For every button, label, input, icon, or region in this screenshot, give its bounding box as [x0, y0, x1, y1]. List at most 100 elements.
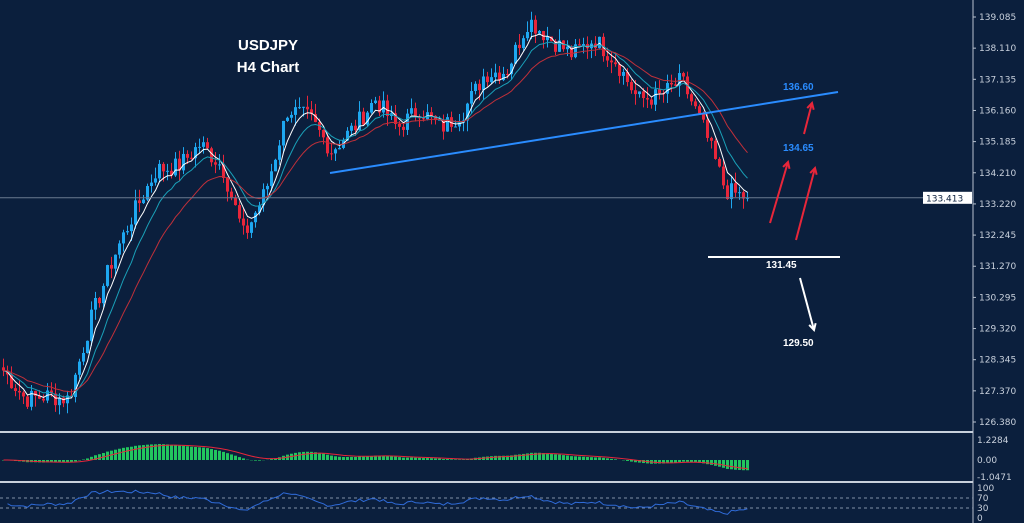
candle-body	[742, 192, 745, 199]
macd-bar	[178, 445, 181, 460]
macd-bar	[138, 445, 141, 460]
candle-body	[22, 392, 25, 397]
candle-body	[734, 183, 737, 193]
candle-body	[638, 91, 641, 95]
candle-body	[370, 103, 373, 113]
macd-bar	[466, 459, 469, 460]
macd-bar	[154, 444, 157, 460]
candle-body	[138, 200, 141, 204]
candle-body	[134, 200, 137, 225]
macd-bar	[726, 460, 729, 469]
macd-bar	[74, 460, 77, 462]
macd-bar	[418, 457, 421, 460]
y-tick-label: 137.135	[979, 75, 1016, 85]
macd-bar	[298, 452, 301, 460]
candle-body	[298, 107, 301, 109]
candle-body	[482, 76, 485, 91]
macd-bar	[658, 460, 661, 464]
macd-bar	[718, 460, 721, 467]
macd-bar	[62, 460, 65, 463]
candle-body	[14, 388, 17, 391]
candle-body	[630, 82, 633, 91]
candle-body	[566, 46, 569, 50]
candle-body	[422, 118, 425, 120]
candle-body	[202, 142, 205, 147]
candle-body	[242, 218, 245, 226]
candle-body	[326, 137, 329, 154]
macd-bar	[666, 460, 669, 464]
macd-bar	[550, 453, 553, 460]
candle-body	[610, 60, 613, 63]
resistance-label: 136.60	[783, 82, 814, 93]
macd-bar	[434, 458, 437, 460]
candle-body	[582, 44, 585, 46]
candle-body	[654, 89, 657, 105]
candle-body	[530, 19, 533, 32]
candle-body	[154, 178, 157, 183]
candle-body	[294, 107, 297, 115]
candle-body	[678, 73, 681, 86]
candle-body	[574, 44, 577, 58]
macd-bar	[350, 456, 353, 460]
macd-bar	[218, 450, 221, 460]
macd-bar	[46, 460, 49, 463]
macd-bar	[142, 445, 145, 460]
macd-bar	[346, 457, 349, 460]
candle-body	[2, 367, 5, 371]
macd-bar	[734, 460, 737, 470]
macd-bar	[514, 454, 517, 460]
current-price-tag	[923, 191, 972, 204]
macd-bar	[126, 447, 129, 460]
y-tick-label: 134.210	[979, 169, 1016, 179]
macd-bar	[198, 447, 201, 460]
down-arrow-head	[808, 322, 817, 333]
candle-body	[270, 171, 273, 186]
candle-body	[110, 265, 113, 269]
macd-bar	[446, 459, 449, 460]
candle-body	[570, 46, 573, 58]
candle-body	[122, 232, 125, 244]
macd-bar	[746, 460, 749, 471]
macd-bar	[314, 452, 317, 460]
macd-bar	[94, 455, 97, 460]
macd-bar	[518, 454, 521, 460]
macd-bar	[182, 445, 185, 460]
candle-body	[406, 113, 409, 130]
macd-bar	[586, 457, 589, 460]
candle-body	[650, 99, 653, 105]
macd-bar	[634, 460, 637, 463]
candle-body	[258, 205, 261, 213]
macd-bar	[594, 457, 597, 460]
mid-target-label: 134.65	[783, 143, 814, 154]
candle-body	[366, 112, 369, 125]
candle-body	[410, 108, 413, 114]
candle-body	[534, 19, 537, 34]
candle-body	[646, 98, 649, 100]
macd-bar	[318, 452, 321, 460]
candle-body	[86, 340, 89, 353]
macd-bar	[538, 452, 541, 460]
candle-body	[490, 77, 493, 83]
candle-body	[458, 122, 461, 127]
candle-body	[466, 103, 469, 121]
macd-bar	[490, 456, 493, 460]
candle-body	[442, 119, 445, 132]
candle-body	[606, 56, 609, 61]
candle-body	[550, 36, 553, 42]
candle-body	[74, 374, 77, 398]
candle-body	[718, 158, 721, 167]
macd-bar	[370, 455, 373, 460]
macd-bar	[158, 444, 161, 460]
rsi-tick-label: 30	[977, 504, 989, 514]
macd-bar	[626, 460, 629, 461]
macd-bar	[714, 460, 717, 466]
macd-bar	[526, 453, 529, 460]
moving-average-5	[3, 33, 748, 401]
candle-body	[714, 140, 717, 159]
current-price-value: 133.413	[926, 194, 963, 204]
macd-bar	[502, 455, 505, 460]
candle-body	[486, 76, 489, 83]
candle-body	[126, 231, 129, 233]
rsi-tick-label: 100	[977, 484, 994, 494]
